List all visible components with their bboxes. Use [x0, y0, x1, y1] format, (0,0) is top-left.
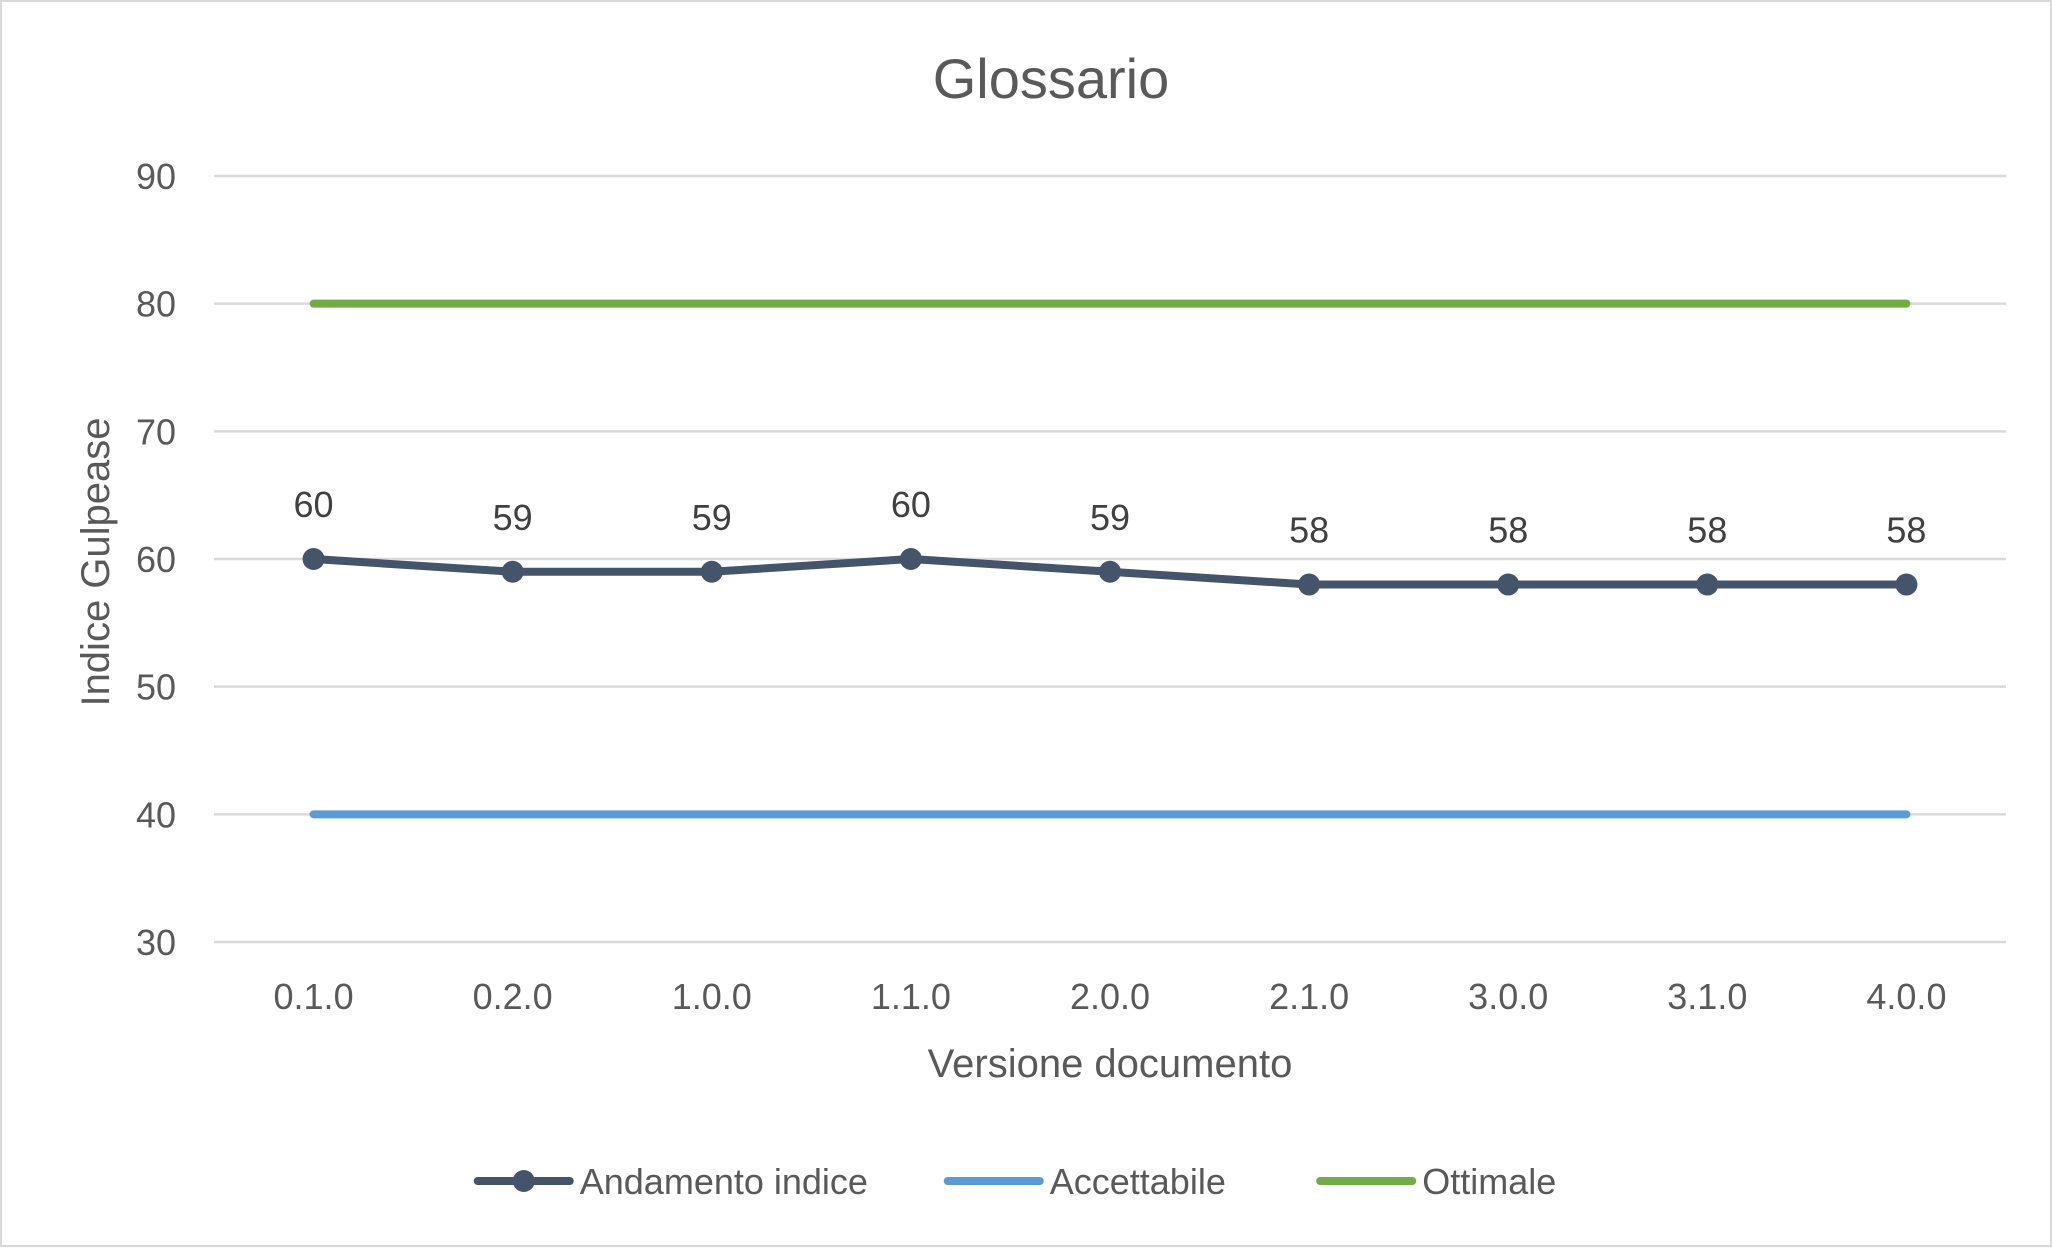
data-point	[501, 560, 524, 583]
y-tick-label: 30	[136, 922, 176, 963]
data-label: 59	[1090, 497, 1130, 538]
x-tick-label: 0.2.0	[473, 976, 553, 1017]
legend-label: Accettabile	[1050, 1161, 1226, 1202]
data-point	[899, 548, 922, 570]
data-point	[700, 560, 723, 583]
data-label: 58	[1687, 510, 1727, 551]
x-tick-label: 3.1.0	[1667, 976, 1747, 1017]
x-tick-label: 4.0.0	[1866, 976, 1946, 1017]
x-tick-label: 3.0.0	[1468, 976, 1548, 1017]
legend-item: Accettabile	[943, 1161, 1226, 1202]
x-tick-label: 2.1.0	[1269, 976, 1349, 1017]
y-tick-label: 50	[136, 667, 176, 708]
data-point	[1696, 573, 1719, 596]
data-label: 58	[1886, 510, 1926, 551]
y-tick-label: 80	[136, 284, 176, 325]
gridlines	[214, 174, 2006, 944]
x-tick-label: 1.0.0	[672, 976, 752, 1017]
y-tick-label: 40	[136, 794, 176, 835]
x-axis-ticks: 0.1.0 0.2.0 1.0.0 1.1.0 2.0.0 2.1.0 3.0.0 3.1.0…	[274, 976, 1947, 1017]
data-point	[302, 548, 325, 570]
x-tick-label: 2.0.0	[1070, 976, 1150, 1017]
legend: Andamento indice Accettabile Ottimale	[473, 1161, 1556, 1202]
chart-title: Glossario	[933, 47, 1170, 110]
data-point	[1099, 560, 1121, 583]
y-tick-label: 60	[136, 539, 176, 580]
legend-item: Ottimale	[1316, 1161, 1556, 1202]
legend-marker	[512, 1170, 535, 1192]
data-label: 59	[692, 497, 732, 538]
data-point	[1298, 573, 1321, 596]
data-label: 58	[1488, 510, 1528, 551]
data-label: 60	[891, 484, 931, 525]
data-label: 58	[1289, 510, 1329, 551]
y-axis-label: Indice Gulpease	[74, 417, 118, 706]
y-axis-ticks: 30 40 50 60 70 80 90	[136, 156, 176, 963]
x-tick-label: 0.1.0	[274, 976, 354, 1017]
data-point	[1497, 573, 1520, 596]
x-tick-label: 1.1.0	[871, 976, 951, 1017]
y-tick-label: 90	[136, 156, 176, 197]
legend-label: Andamento indice	[580, 1161, 868, 1202]
data-label: 60	[294, 484, 334, 525]
data-point	[1895, 573, 1918, 596]
series-lines	[302, 299, 1918, 819]
legend-item: Andamento indice	[473, 1161, 868, 1202]
x-axis-label: Versione documento	[928, 1042, 1293, 1086]
data-label: 59	[493, 497, 533, 538]
data-labels: 60 59 59 60 59 58 58 58 58	[294, 484, 1927, 551]
legend-label: Ottimale	[1422, 1161, 1556, 1202]
y-tick-label: 70	[136, 411, 176, 452]
